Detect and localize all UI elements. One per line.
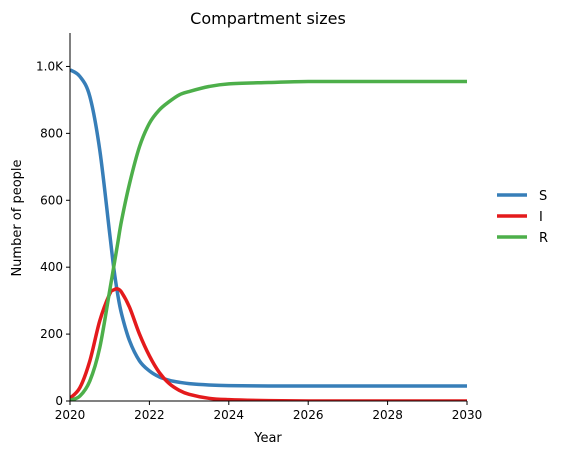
y-axis-label: Number of people <box>10 159 25 276</box>
series-line-R <box>70 79 467 401</box>
legend: SIR <box>497 189 548 246</box>
plot-area <box>70 68 467 401</box>
series-line-S <box>70 68 467 388</box>
y-tick-label: 200 <box>40 327 63 341</box>
y-tick-label: 800 <box>40 126 63 140</box>
legend-label: R <box>539 231 548 246</box>
axes: 2020 2022 2024 2026 2028 2030 0 200 400 600 800 1.0… <box>36 33 482 422</box>
y-tick-label: 0 <box>55 394 63 408</box>
x-tick-label: 2030 <box>452 408 483 422</box>
y-tick-label: 1.0K <box>36 59 64 73</box>
x-tick-label: 2024 <box>214 408 245 422</box>
legend-item-R: R <box>497 231 548 246</box>
x-tick-label: 2028 <box>372 408 403 422</box>
x-tick-label: 2022 <box>134 408 165 422</box>
legend-label: S <box>539 189 547 204</box>
x-axis-label: Year <box>253 431 282 446</box>
y-tick-label: 400 <box>40 260 63 274</box>
x-tick-label: 2026 <box>293 408 324 422</box>
x-tick-label: 2020 <box>55 408 86 422</box>
legend-item-I: I <box>497 210 543 225</box>
y-tick-label: 600 <box>40 193 63 207</box>
legend-item-S: S <box>497 189 547 204</box>
chart-title: Compartment sizes <box>190 9 346 28</box>
legend-label: I <box>539 210 543 225</box>
